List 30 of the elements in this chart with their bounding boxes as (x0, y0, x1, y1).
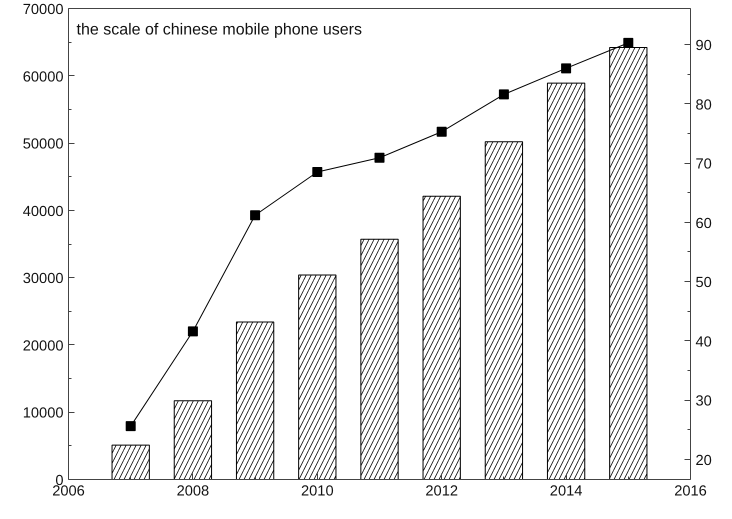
y2-tick-label: 20 (696, 452, 712, 469)
y2-tick-label: 40 (696, 334, 712, 350)
y2-tick-label: 80 (696, 97, 712, 114)
x-tick-label: 2016 (674, 484, 707, 500)
x-tick-label: 2014 (550, 484, 582, 500)
y-tick-label: 70000 (22, 2, 64, 18)
y2-tick-label: 60 (696, 216, 712, 232)
y-tick-label: 20000 (22, 338, 64, 354)
y2-tick-label: 30 (696, 394, 712, 410)
x-tick-label: 2008 (176, 484, 210, 500)
point (623, 38, 634, 48)
y2-tick-label: 90 (696, 38, 712, 54)
point (436, 126, 447, 137)
y2-tick-label: 50 (696, 275, 712, 292)
y-tick-label: 30000 (22, 271, 64, 288)
y2-tick-label: 70 (696, 156, 712, 173)
point (250, 210, 260, 220)
point (498, 89, 509, 100)
point (188, 326, 198, 336)
point (126, 421, 136, 432)
point (312, 167, 322, 178)
y-tick-label: 60000 (22, 69, 64, 86)
y-tick-label: 50000 (22, 136, 64, 153)
x-tick-label: 2010 (301, 484, 334, 500)
y-tick-label: 10000 (22, 406, 64, 422)
y-tick-label: 40000 (22, 204, 64, 220)
point (561, 63, 572, 74)
text: the scale of chinese mobile phone users (76, 22, 362, 38)
x-tick-label: 2012 (425, 484, 458, 500)
point (374, 152, 384, 163)
